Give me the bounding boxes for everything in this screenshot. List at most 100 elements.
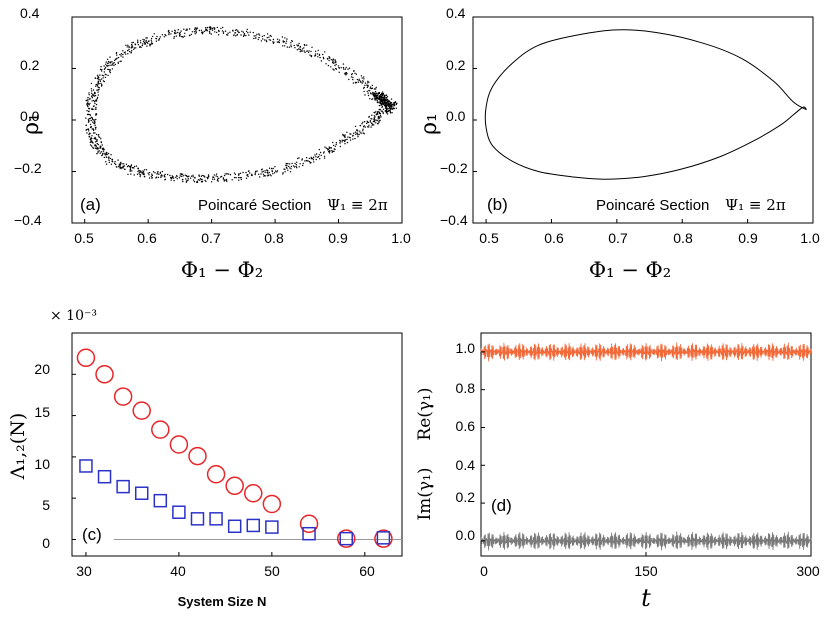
- a-point: [108, 68, 110, 71]
- a-point: [338, 67, 340, 69]
- a-point: [276, 38, 279, 40]
- a-point: [266, 37, 268, 39]
- c-circle-marker: [299, 514, 319, 534]
- c-ytick-10: 10: [34, 456, 50, 472]
- a-point: [249, 172, 251, 174]
- a-point: [299, 48, 301, 50]
- b-xtick-0.9: 0.9: [738, 230, 758, 246]
- a-point: [284, 168, 286, 170]
- panel-c-frame: [71, 332, 403, 557]
- a-point: [128, 48, 130, 51]
- a-point: [213, 27, 215, 29]
- a-point: [146, 41, 148, 43]
- a-point: [111, 64, 113, 67]
- a-point: [219, 176, 222, 178]
- a-point: [88, 117, 90, 120]
- a-point: [393, 104, 396, 106]
- a-point: [113, 62, 115, 64]
- a-point: [325, 147, 328, 149]
- a-point: [380, 103, 382, 106]
- a-point: [171, 176, 174, 179]
- a-point: [380, 98, 383, 101]
- c-square-marker: [79, 459, 93, 473]
- a-point: [137, 44, 139, 46]
- a-point: [258, 34, 261, 36]
- a-point: [97, 81, 99, 84]
- a-point: [267, 169, 269, 172]
- a-point: [377, 118, 379, 120]
- a-point: [334, 64, 336, 67]
- a-point: [89, 141, 92, 144]
- a-point: [380, 110, 383, 112]
- a-point: [343, 136, 346, 138]
- panel-a-frame: [71, 16, 403, 224]
- a-point: [143, 41, 145, 44]
- a-point: [298, 166, 300, 168]
- a-point: [166, 173, 169, 176]
- a-point: [373, 92, 375, 94]
- a-point: [94, 102, 96, 105]
- a-point: [191, 31, 194, 33]
- a-point: [91, 97, 94, 99]
- a-point: [389, 110, 391, 113]
- a-point: [189, 34, 191, 36]
- a-point: [361, 82, 363, 84]
- a-point: [157, 171, 159, 173]
- c-square-marker: [302, 526, 316, 541]
- a-point: [194, 33, 196, 35]
- a-point: [262, 173, 265, 175]
- a-point: [314, 154, 316, 156]
- a-point: [308, 157, 310, 160]
- a-point: [105, 61, 107, 63]
- a-point: [371, 124, 373, 127]
- a-point: [245, 171, 247, 174]
- a-point: [93, 91, 96, 94]
- c-square-marker: [97, 469, 112, 484]
- a-point: [196, 27, 199, 29]
- a-point: [378, 112, 381, 114]
- a-point: [362, 128, 364, 130]
- a-point: [109, 157, 112, 160]
- a-point: [328, 147, 331, 149]
- a-point: [117, 159, 119, 161]
- a-point: [357, 134, 359, 136]
- a-point: [94, 126, 97, 129]
- a-point: [389, 106, 391, 108]
- a-point: [91, 92, 93, 95]
- c-square-marker: [227, 519, 242, 534]
- a-xtick-0.9: 0.9: [328, 230, 348, 246]
- c-square-marker: [376, 531, 391, 545]
- a-point: [100, 78, 103, 80]
- a-point: [216, 179, 219, 181]
- a-point: [171, 30, 173, 32]
- a-point: [289, 163, 291, 165]
- a-point: [94, 94, 97, 97]
- a-point: [152, 171, 155, 173]
- a-point: [187, 178, 189, 180]
- a-point: [208, 30, 211, 33]
- a-point: [301, 159, 303, 161]
- a-point: [274, 170, 277, 172]
- a-point: [103, 156, 106, 159]
- a-point: [104, 73, 107, 76]
- b-xtick-0.7: 0.7: [608, 230, 628, 246]
- a-point: [122, 56, 124, 58]
- panel-b: 0.4 0.2 0.0 −0.2 −0.4 0.5 0.6 0.7 0.8 0.…: [417, 5, 820, 282]
- a-point: [342, 66, 345, 69]
- a-point: [343, 73, 346, 75]
- a-point: [386, 111, 389, 113]
- a-point: [187, 176, 189, 178]
- a-point: [201, 31, 203, 33]
- a-point: [268, 171, 270, 174]
- a-point: [332, 60, 334, 62]
- a-point: [369, 98, 371, 100]
- a-point: [99, 145, 101, 147]
- a-point: [152, 35, 154, 38]
- a-point: [151, 41, 153, 43]
- a-point: [378, 104, 381, 107]
- c-circle-marker: [336, 529, 356, 548]
- a-point: [354, 137, 356, 140]
- a-point: [170, 33, 172, 35]
- a-point: [368, 115, 370, 118]
